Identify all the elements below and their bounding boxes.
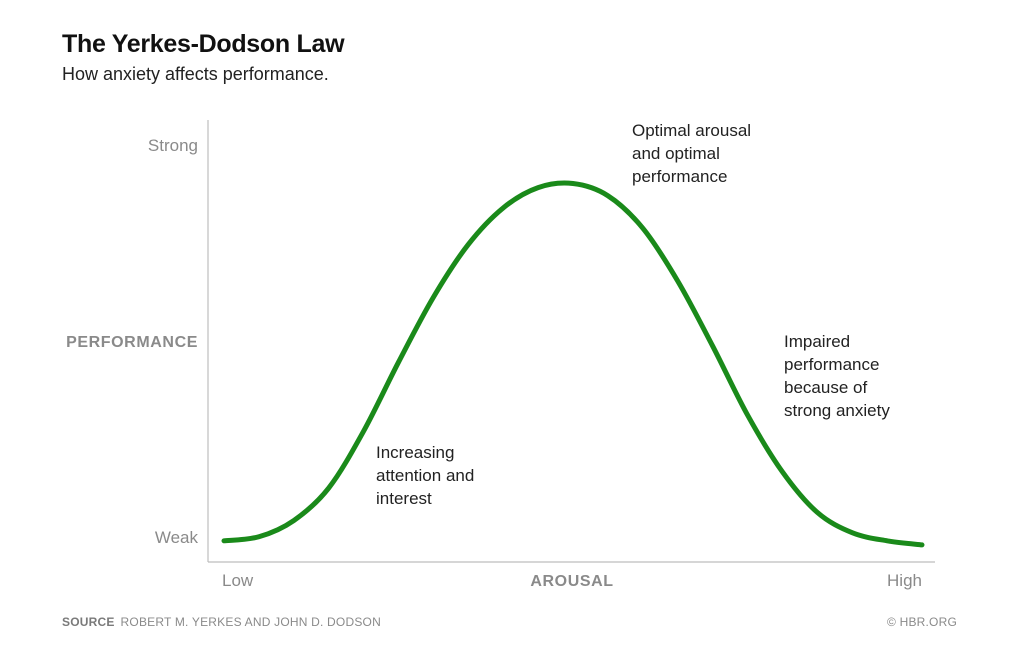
- annotation-impaired: Impaired performance because of strong a…: [784, 332, 890, 420]
- chart-title: The Yerkes-Dodson Law: [62, 30, 345, 58]
- annotation-increasing-line-2: attention and: [376, 466, 474, 485]
- annotation-impaired-line-2: performance: [784, 355, 879, 374]
- x-tick-high: High: [887, 571, 922, 590]
- copyright: © HBR.ORG: [887, 615, 957, 629]
- annotation-optimal-line-2: and optimal: [632, 144, 720, 163]
- x-axis-title: AROUSAL: [530, 573, 613, 590]
- y-axis-title: PERFORMANCE: [66, 334, 198, 351]
- annotation-impaired-line-4: strong anxiety: [784, 401, 890, 420]
- annotation-impaired-line-1: Impaired: [784, 332, 850, 351]
- source-label: SOURCE: [62, 615, 115, 629]
- y-tick-strong: Strong: [148, 136, 198, 155]
- y-tick-weak: Weak: [155, 528, 199, 547]
- source-text: ROBERT M. YERKES AND JOHN D. DODSON: [120, 615, 381, 629]
- annotation-increasing: Increasing attention and interest: [376, 443, 474, 508]
- annotation-optimal-line-1: Optimal arousal: [632, 121, 751, 140]
- chart-subtitle: How anxiety affects performance.: [62, 64, 329, 84]
- source-note: SOURCE ROBERT M. YERKES AND JOHN D. DODSO…: [62, 615, 381, 629]
- x-tick-low: Low: [222, 571, 254, 590]
- performance-curve: [221, 180, 925, 548]
- annotation-increasing-line-3: interest: [376, 489, 432, 508]
- annotation-increasing-line-1: Increasing: [376, 443, 454, 462]
- annotation-optimal: Optimal arousal and optimal performance: [632, 121, 751, 186]
- annotation-optimal-line-3: performance: [632, 167, 727, 186]
- annotation-impaired-line-3: because of: [784, 378, 867, 397]
